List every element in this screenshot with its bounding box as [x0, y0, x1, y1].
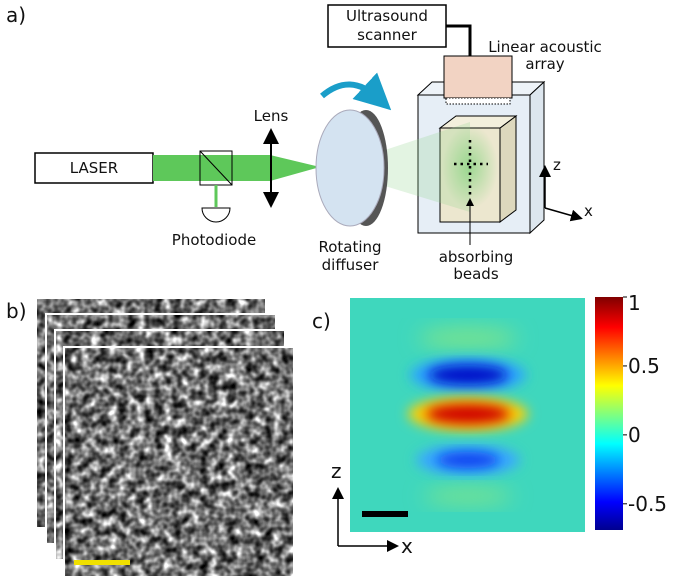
beam-splitter — [199, 150, 233, 186]
panel-label: b) — [6, 299, 27, 323]
band — [423, 488, 513, 504]
scale-bar — [362, 511, 408, 517]
transducer — [443, 55, 513, 99]
axis-z-label: z — [331, 459, 342, 483]
diffuser — [315, 109, 385, 227]
lens-label: Lens — [254, 107, 289, 125]
band — [436, 452, 500, 468]
beam — [153, 155, 270, 181]
axis-x-label: x — [584, 202, 593, 220]
diffuser-label: diffuser — [322, 256, 380, 274]
array-label: array — [525, 55, 564, 73]
cable — [446, 24, 472, 60]
diffuser-label: Rotating — [318, 238, 381, 256]
speckle-stack — [35, 297, 295, 578]
scale-bar — [74, 560, 130, 565]
colorbar-tick-label: 0 — [628, 423, 641, 447]
tank-side — [529, 80, 545, 235]
scanner-label: scanner — [357, 26, 417, 44]
colorbar — [595, 297, 623, 530]
frame-border — [63, 346, 295, 578]
band — [418, 328, 518, 348]
beads-label: beads — [453, 265, 498, 283]
speckle-frame — [64, 347, 294, 577]
colorbar-tick-label: -0.5 — [628, 492, 667, 516]
rotation-arrow — [320, 72, 392, 111]
beads-label: absorbing — [439, 248, 514, 266]
correlation-map — [350, 298, 585, 532]
array-label: Linear acoustic — [488, 38, 602, 56]
photodiode-label: Photodiode — [172, 231, 256, 249]
laser-label: LASER — [70, 159, 118, 177]
panel-label: a) — [6, 3, 26, 27]
transducer-elements — [445, 97, 511, 105]
panel-label: c) — [312, 309, 331, 333]
scanner-label: Ultrasound — [346, 7, 428, 25]
axis-x — [544, 207, 583, 222]
band — [428, 365, 508, 385]
axis-x-label: x — [401, 534, 413, 558]
band — [426, 404, 510, 424]
scanner-box — [327, 4, 447, 48]
colorbar-tick-label: 0.5 — [628, 354, 660, 378]
phantom-side — [499, 115, 517, 223]
photodiode — [201, 207, 231, 223]
colorbar-tick-label: 1 — [628, 291, 641, 315]
laser-box — [34, 152, 154, 184]
axis-z-label: z — [553, 156, 561, 174]
beam-focus — [270, 155, 320, 181]
